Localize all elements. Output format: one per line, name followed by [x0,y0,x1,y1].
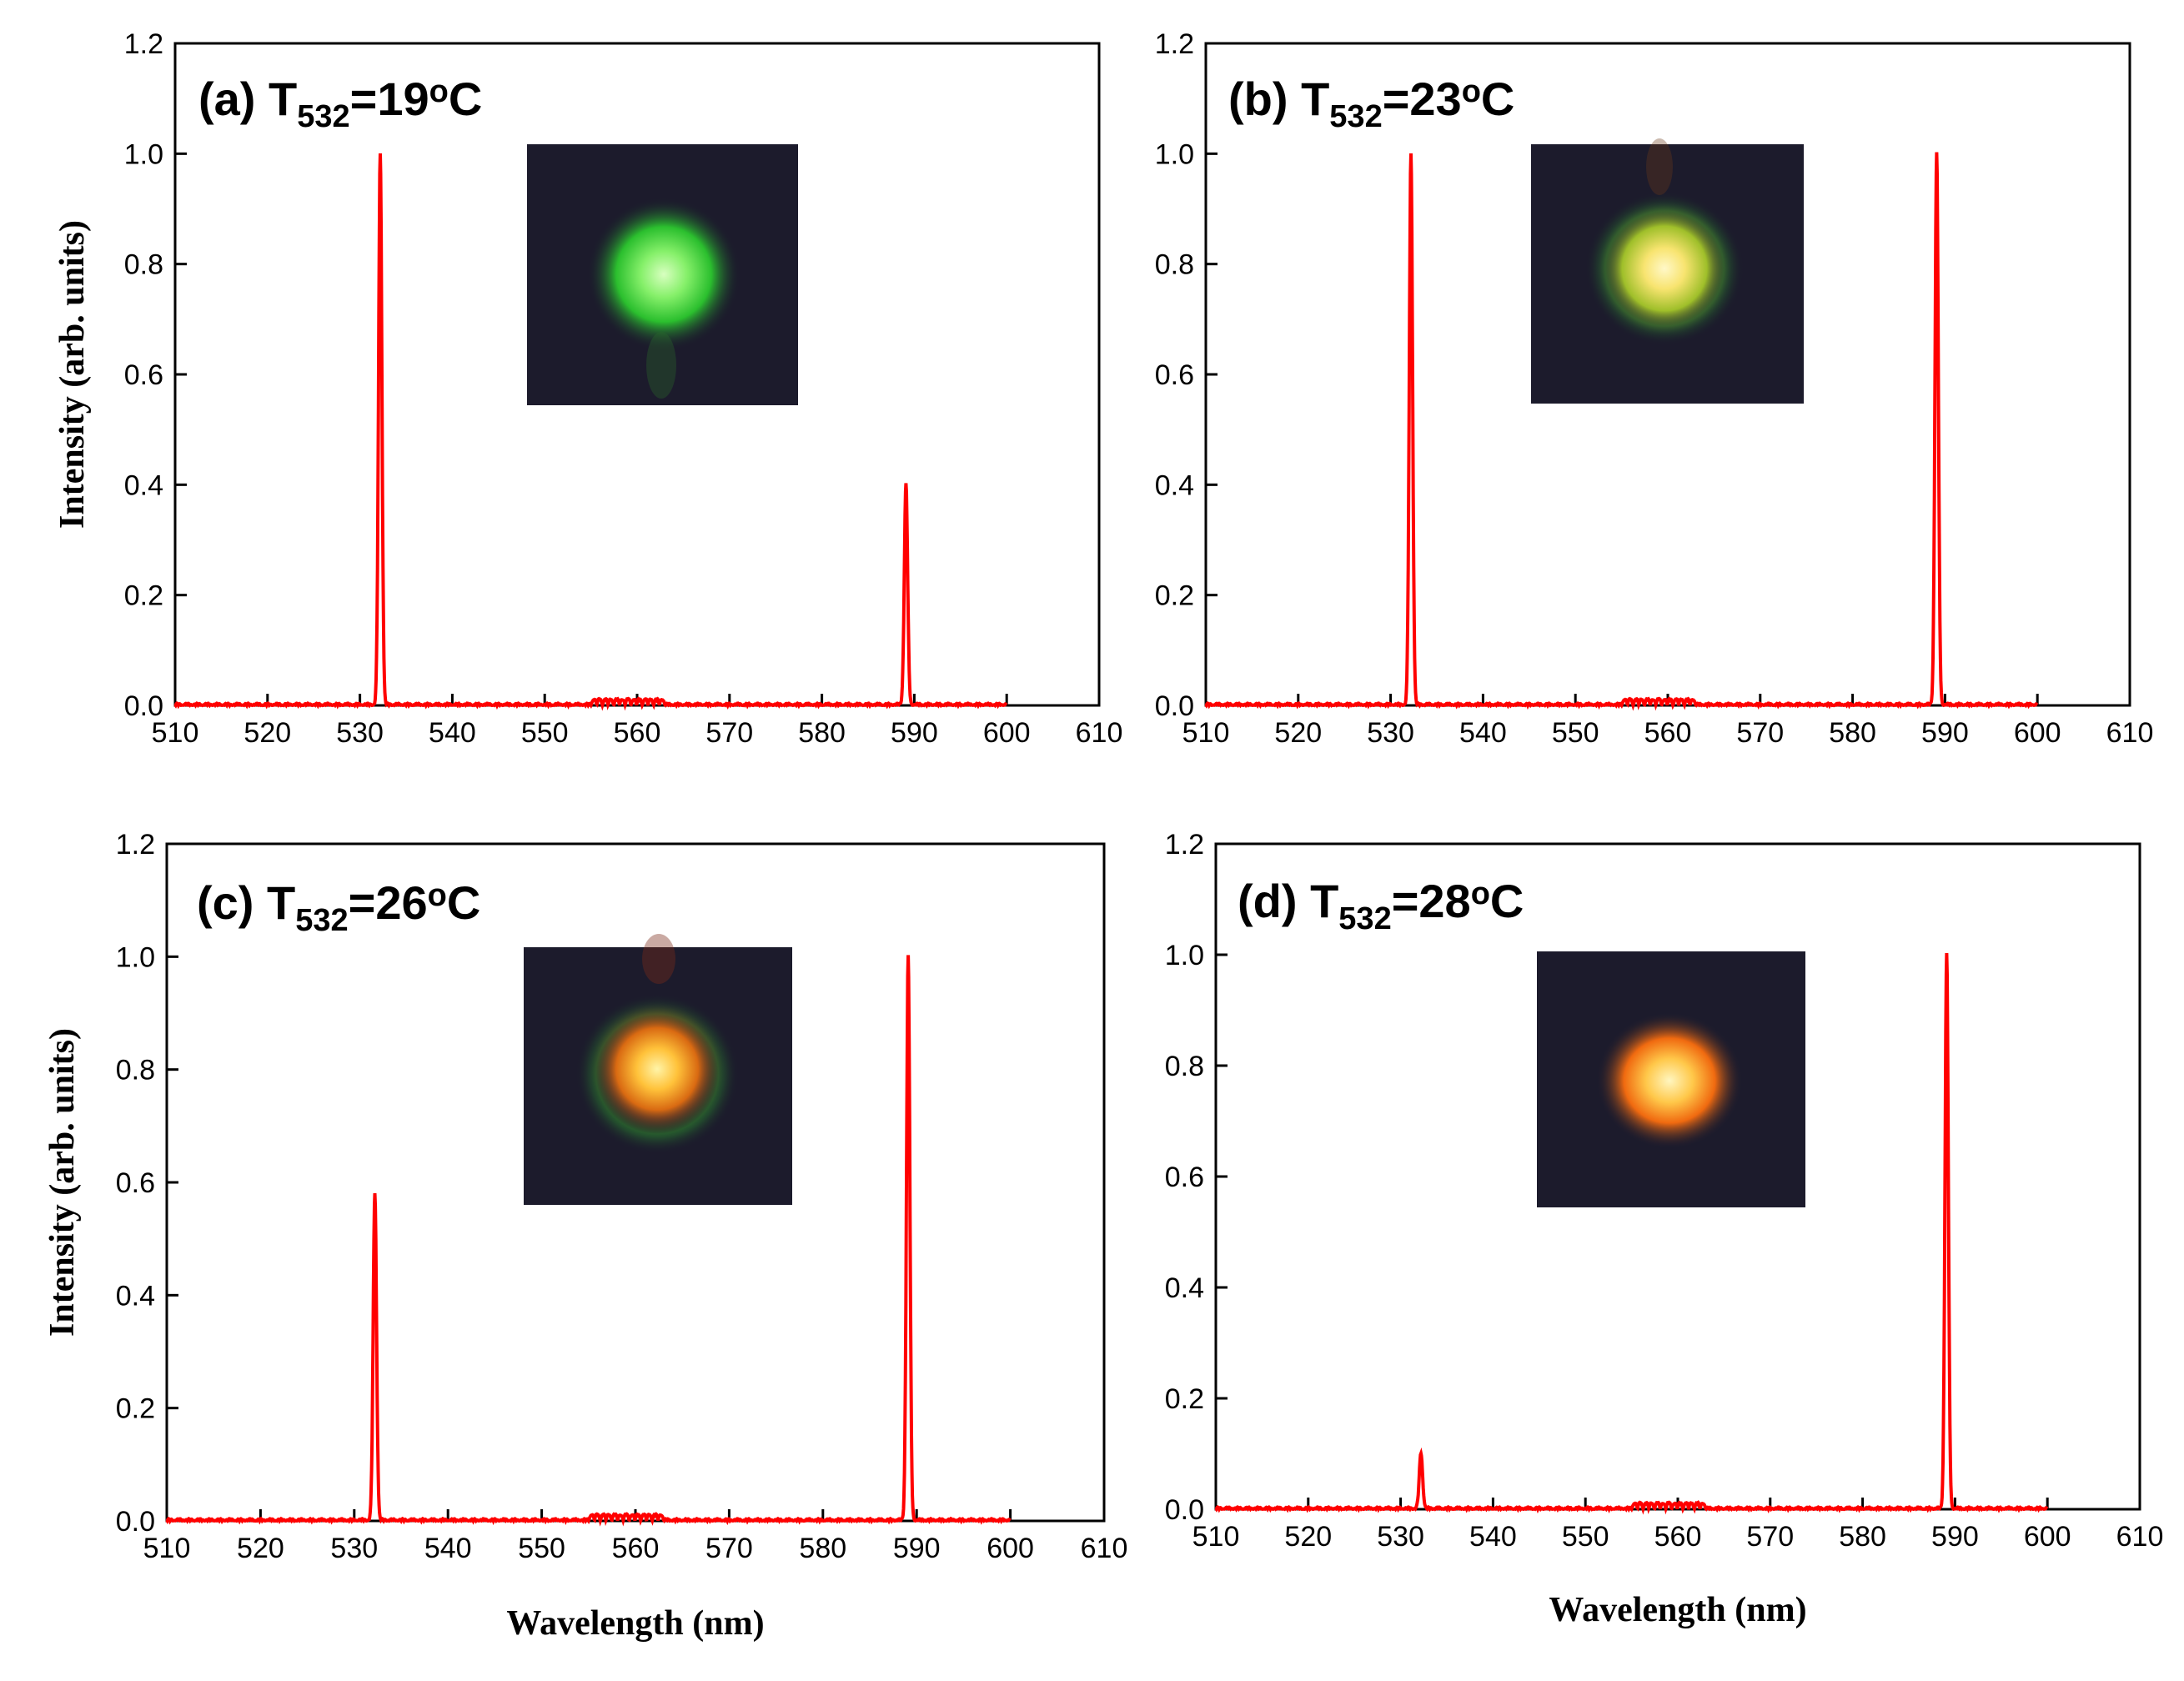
x-tick-label-a-8: 590 [891,717,938,749]
x-tick-label-d-1: 520 [1284,1521,1332,1553]
x-tick-label-c-3: 540 [424,1533,472,1564]
x-tick-label-d-4: 550 [1562,1521,1609,1553]
x-tick-label-a-0: 510 [152,717,199,749]
x-tick-label-b-1: 520 [1274,717,1322,749]
y-tick-label-c-1: 0.2 [116,1393,155,1425]
x-axis-title-c: Wavelength (nm) [506,1604,764,1643]
x-tick-label-b-2: 530 [1367,717,1414,749]
inset-image-b [1531,138,1804,404]
y-tick-label-c-4: 0.8 [116,1055,155,1086]
x-tick-label-c-2: 530 [330,1533,378,1564]
inset-image-c [524,934,792,1205]
x-tick-label-c-8: 590 [893,1533,941,1564]
panel-c: (c) T532=26oC Intensity (arb. units) Wav… [43,829,1127,1643]
y-tick-label-d-2: 0.4 [1165,1272,1204,1304]
x-tick-label-d-7: 580 [1839,1521,1886,1553]
panel-b: (b) T532=23oC 510 520 530 540 550 560 570 580 59… [1155,28,2154,749]
x-tick-label-d-10: 610 [2116,1521,2164,1553]
x-tick-label-b-8: 590 [1921,717,1969,749]
y-tick-label-b-4: 0.8 [1155,249,1194,281]
y-tick-label-b-1: 0.2 [1155,580,1194,612]
axis-d: 510 520 530 540 550 560 570 580 590 600 610 0.0 0.2 0… [1165,829,2164,1553]
x-tick-label-b-0: 510 [1182,717,1230,749]
x-tick-label-a-5: 560 [614,717,661,749]
x-tick-label-b-7: 580 [1829,717,1876,749]
x-tick-label-c-5: 560 [612,1533,660,1564]
x-tick-label-d-2: 530 [1377,1521,1424,1553]
y-tick-label-a-0: 0.0 [124,690,163,722]
y-tick-label-c-3: 0.6 [116,1167,155,1199]
x-tick-label-c-9: 600 [987,1533,1034,1564]
x-tick-label-a-4: 550 [521,717,569,749]
x-tick-label-a-7: 580 [798,717,846,749]
y-tick-label-d-5: 1.0 [1165,940,1204,971]
x-tick-label-b-5: 560 [1644,717,1692,749]
x-tick-label-a-6: 570 [705,717,753,749]
x-tick-label-a-10: 610 [1076,717,1123,749]
axis-a: 510 520 530 540 550 560 570 580 590 600 610 0.0 0.2 0… [124,28,1123,749]
y-tick-label-b-3: 0.6 [1155,359,1194,391]
x-tick-label-c-7: 580 [799,1533,846,1564]
y-tick-label-d-1: 0.2 [1165,1383,1204,1415]
y-tick-label-b-6: 1.2 [1155,28,1194,60]
y-tick-label-c-2: 0.4 [116,1280,155,1312]
x-tick-label-c-4: 550 [518,1533,565,1564]
spectrum-line-b [1204,152,2039,711]
axis-c: 510 520 530 540 550 560 570 580 590 600 610 0.0 0.2 0… [116,829,1128,1564]
x-tick-label-a-2: 530 [336,717,384,749]
inset-image-d [1537,951,1805,1207]
x-axis-title-d: Wavelength (nm) [1549,1591,1806,1629]
spectrum-line-d [1214,953,2049,1515]
x-tick-label-b-4: 550 [1552,717,1599,749]
y-tick-label-d-6: 1.2 [1165,829,1204,861]
x-tick-label-b-10: 610 [2106,717,2154,749]
x-tick-label-d-9: 600 [2024,1521,2071,1553]
x-tick-label-c-1: 520 [237,1533,284,1564]
y-tick-label-b-0: 0.0 [1155,690,1194,722]
y-tick-label-a-1: 0.2 [124,580,163,612]
axis-b: 510 520 530 540 550 560 570 580 590 600 610 0.0 0.2 0… [1155,28,2154,749]
spectrum-line-a [173,153,1008,711]
y-tick-label-d-4: 0.8 [1165,1051,1204,1082]
x-tick-label-d-5: 560 [1654,1521,1702,1553]
y-tick-label-a-6: 1.2 [124,28,163,60]
y-tick-label-c-6: 1.2 [116,829,155,861]
x-tick-label-c-0: 510 [143,1533,191,1564]
y-axis-title-a: Intensity (arb. units) [53,220,92,529]
y-tick-label-d-3: 0.6 [1165,1162,1204,1193]
x-tick-label-d-3: 540 [1469,1521,1517,1553]
y-tick-label-c-0: 0.0 [116,1506,155,1538]
x-tick-label-c-10: 610 [1081,1533,1128,1564]
x-tick-label-a-9: 600 [983,717,1031,749]
panel-a: (a) T532=19oC Intensity (arb. units) 510… [53,28,1122,749]
x-tick-label-b-6: 570 [1736,717,1784,749]
panel-d: (d) T532=28oC Wavelength (nm) 510 520 530 5… [1165,829,2164,1629]
y-tick-label-d-0: 0.0 [1165,1494,1204,1526]
panel-title-b: (b) T532=23oC [1228,73,1514,134]
y-tick-label-a-5: 1.0 [124,138,163,170]
x-tick-label-d-8: 590 [1931,1521,1979,1553]
x-tick-label-a-1: 520 [244,717,291,749]
x-tick-label-c-6: 570 [705,1533,753,1564]
x-tick-label-a-3: 540 [429,717,476,749]
x-tick-label-b-9: 600 [2014,717,2061,749]
x-tick-label-b-3: 540 [1459,717,1507,749]
y-tick-label-b-2: 0.4 [1155,469,1194,501]
panel-title-d: (d) T532=28oC [1238,875,1524,936]
y-axis-title-c: Intensity (arb. units) [43,1028,82,1337]
x-tick-label-d-6: 570 [1746,1521,1794,1553]
x-tick-label-d-0: 510 [1192,1521,1240,1553]
y-tick-label-a-2: 0.4 [124,469,163,501]
panel-title-c: (c) T532=26oC [197,876,480,938]
y-tick-label-a-4: 0.8 [124,249,163,281]
inset-image-a [527,144,798,405]
spectrum-line-c [165,955,1012,1527]
y-tick-label-b-5: 1.0 [1155,138,1194,170]
y-tick-label-c-5: 1.0 [116,941,155,973]
y-tick-label-a-3: 0.6 [124,359,163,391]
panel-title-a: (a) T532=19oC [198,73,482,134]
